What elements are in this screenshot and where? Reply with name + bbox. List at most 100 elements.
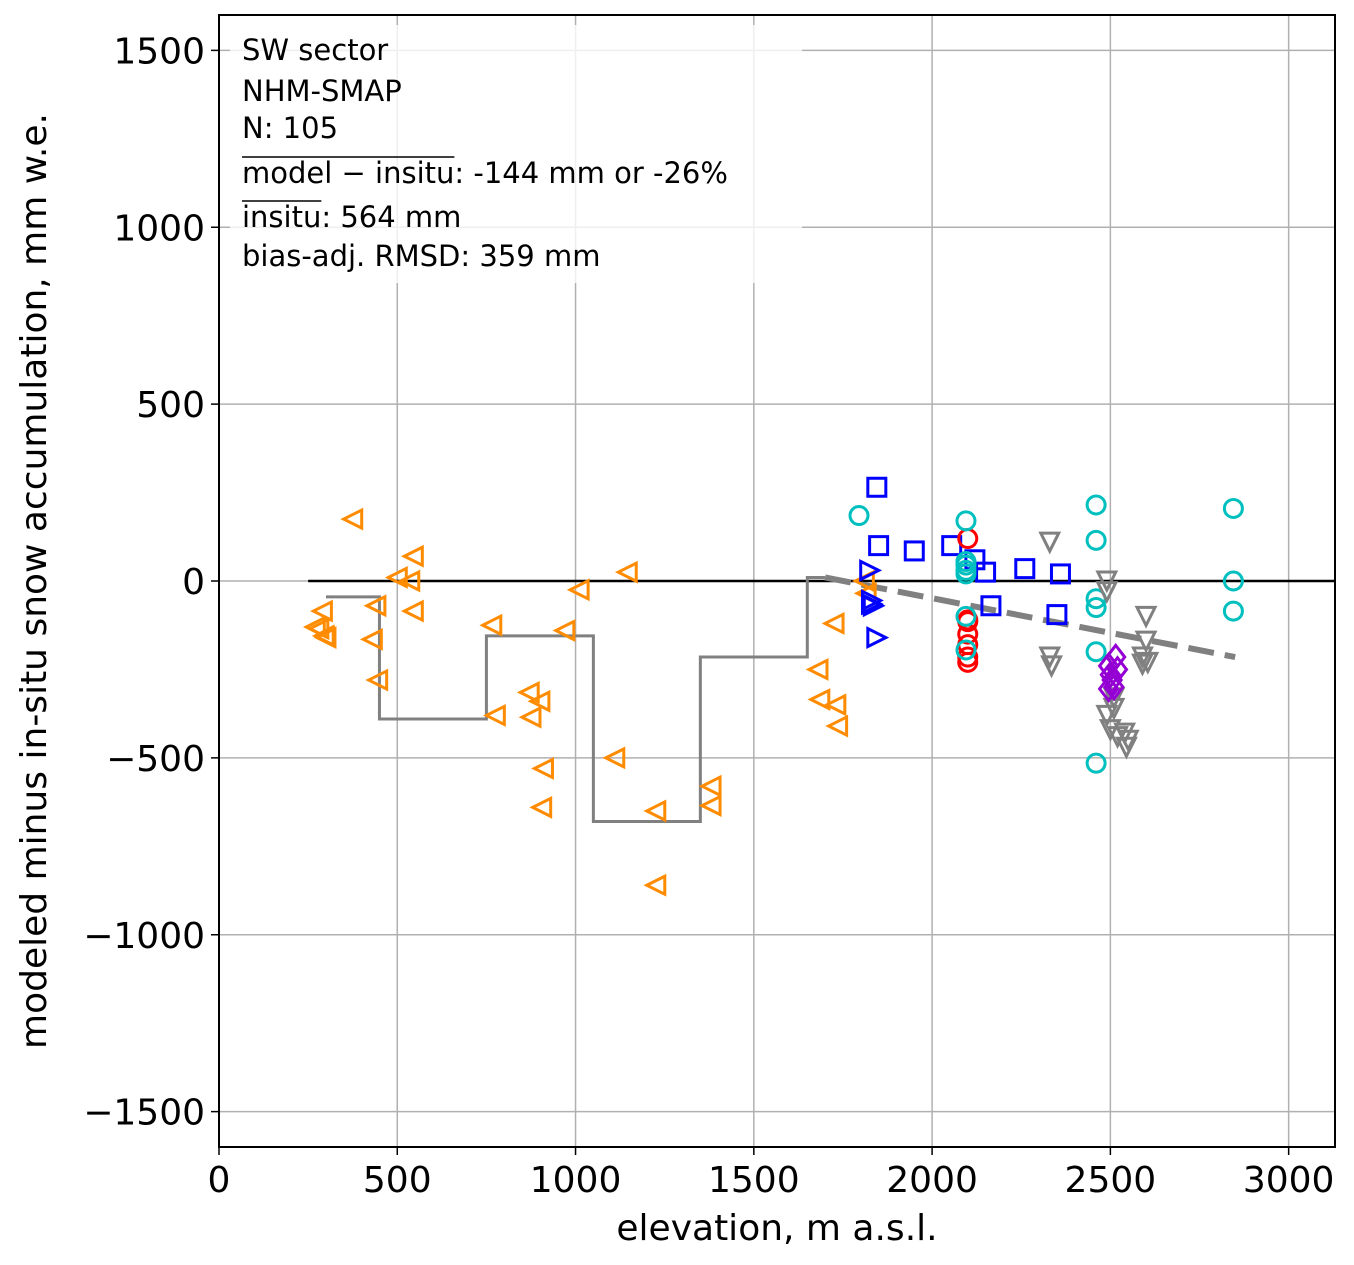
square-marker	[1049, 563, 1071, 585]
triangle-left-marker	[479, 613, 503, 637]
triangle-down-marker	[1131, 646, 1154, 670]
triangle-down-marker	[1134, 605, 1158, 629]
circle-marker	[1222, 497, 1244, 519]
square-marker	[975, 561, 997, 583]
circle-marker	[955, 563, 977, 585]
triangle-left-marker	[363, 594, 387, 618]
data-markers	[302, 476, 1244, 897]
annotation-sector: SW sector	[242, 33, 388, 67]
triangle-left-marker	[310, 599, 333, 623]
annotation-bias-label: model − insitu	[242, 156, 454, 190]
reference-lines	[308, 574, 1335, 824]
triangle-left-marker	[518, 705, 542, 729]
y-tick-label: 500	[136, 385, 205, 426]
annotation-bias-value: : -144 mm or -26%	[454, 156, 728, 190]
y-tick-label: −1500	[83, 1093, 205, 1134]
annotation-mean-label: insitu	[242, 200, 321, 234]
triangle-left-marker	[823, 693, 847, 717]
circle-marker	[1085, 752, 1107, 774]
triangle-left-marker	[825, 714, 849, 738]
circle-marker	[1085, 641, 1107, 663]
y-tick-label: 1000	[113, 208, 205, 249]
x-axis-label: elevation, m a.s.l.	[616, 1208, 937, 1249]
x-tick-label: 0	[208, 1160, 231, 1201]
binned-mean-step-line	[325, 575, 826, 824]
triangle-right-marker	[859, 558, 883, 582]
annotation-n: N: 105	[242, 111, 338, 145]
triangle-left-marker	[482, 703, 506, 727]
square-marker	[1014, 558, 1036, 580]
square-marker	[866, 476, 888, 498]
axis-ticks: 0 500 1000 1500 2000 2500 3000 −1500 −1000 −500 0 5…	[83, 31, 1334, 1201]
circle-marker	[848, 505, 870, 527]
diamond-marker	[1097, 674, 1120, 704]
triangle-down-marker	[1040, 655, 1063, 679]
y-axis-label: modeled minus in-situ snow accumulation,…	[14, 113, 55, 1049]
x-tick-label: 1000	[530, 1160, 622, 1201]
annotation-mean-value: : 564 mm	[321, 200, 461, 234]
annotation-bias: model − insitu: -144 mm or -26%	[242, 156, 728, 190]
circle-marker	[955, 510, 977, 532]
triangle-down-marker	[1116, 729, 1140, 753]
triangle-left-marker	[527, 689, 551, 713]
triangle-left-marker	[614, 560, 638, 584]
diamond-marker	[1099, 660, 1122, 689]
x-tick-label: 2000	[886, 1160, 978, 1201]
triangle-left-marker	[529, 795, 553, 819]
trend-line	[824, 574, 1236, 661]
x-tick-label: 1500	[708, 1160, 800, 1201]
x-tick-label: 3000	[1243, 1160, 1335, 1201]
y-tick-label: −1000	[83, 916, 205, 957]
circle-marker	[1085, 529, 1107, 551]
y-tick-label: 0	[182, 562, 205, 603]
triangle-down-marker	[1131, 653, 1154, 677]
square-marker	[868, 535, 890, 557]
annotation-box	[230, 25, 802, 283]
triangle-down-marker	[1095, 570, 1119, 594]
triangle-left-marker	[340, 507, 364, 531]
annotation-model: NHM-SMAP	[242, 74, 402, 108]
triangle-left-marker	[531, 757, 554, 780]
square-marker	[980, 595, 1002, 617]
triangle-down-marker	[1038, 531, 1062, 555]
triangle-left-marker	[516, 681, 540, 704]
circle-marker	[957, 651, 979, 673]
circle-marker	[955, 639, 977, 661]
circle-marker	[1222, 600, 1244, 622]
triangle-right-marker	[866, 626, 890, 650]
square-marker	[903, 540, 925, 562]
x-tick-label: 500	[363, 1160, 432, 1201]
triangle-left-marker	[643, 799, 667, 823]
circle-marker	[1085, 494, 1107, 516]
circle-marker	[1085, 597, 1107, 619]
triangle-left-marker	[805, 658, 829, 681]
triangle-left-marker	[313, 626, 337, 650]
circle-marker	[1222, 570, 1244, 592]
triangle-down-marker	[1134, 630, 1158, 654]
triangle-down-marker	[1114, 736, 1138, 760]
triangle-left-marker	[552, 619, 576, 642]
triangle-left-marker	[359, 627, 383, 651]
triangle-left-marker	[602, 746, 626, 770]
triangle-left-marker	[400, 544, 424, 568]
triangle-left-marker	[807, 688, 831, 711]
triangle-down-marker	[1136, 651, 1160, 675]
triangle-down-marker	[1098, 719, 1122, 742]
triangle-left-marker	[821, 612, 845, 635]
x-tick-label: 2500	[1065, 1160, 1157, 1201]
triangle-left-marker	[566, 578, 590, 602]
annotation-mean: insitu: 564 mm	[242, 200, 461, 234]
triangle-left-marker	[397, 569, 421, 593]
annotation-rmsd: bias-adj. RMSD: 359 mm	[242, 239, 600, 273]
stats-annotation: SW sector NHM-SMAP N: 105 model − insitu…	[242, 33, 728, 273]
circle-marker	[955, 605, 977, 627]
triangle-left-marker	[400, 599, 424, 623]
triangle-left-marker	[643, 873, 667, 897]
triangle-left-marker	[698, 774, 722, 798]
triangle-left-marker	[365, 668, 389, 692]
y-tick-label: 1500	[113, 31, 205, 72]
triangle-left-marker	[698, 794, 722, 818]
y-tick-label: −500	[106, 739, 205, 780]
triangle-down-marker	[1095, 581, 1119, 604]
